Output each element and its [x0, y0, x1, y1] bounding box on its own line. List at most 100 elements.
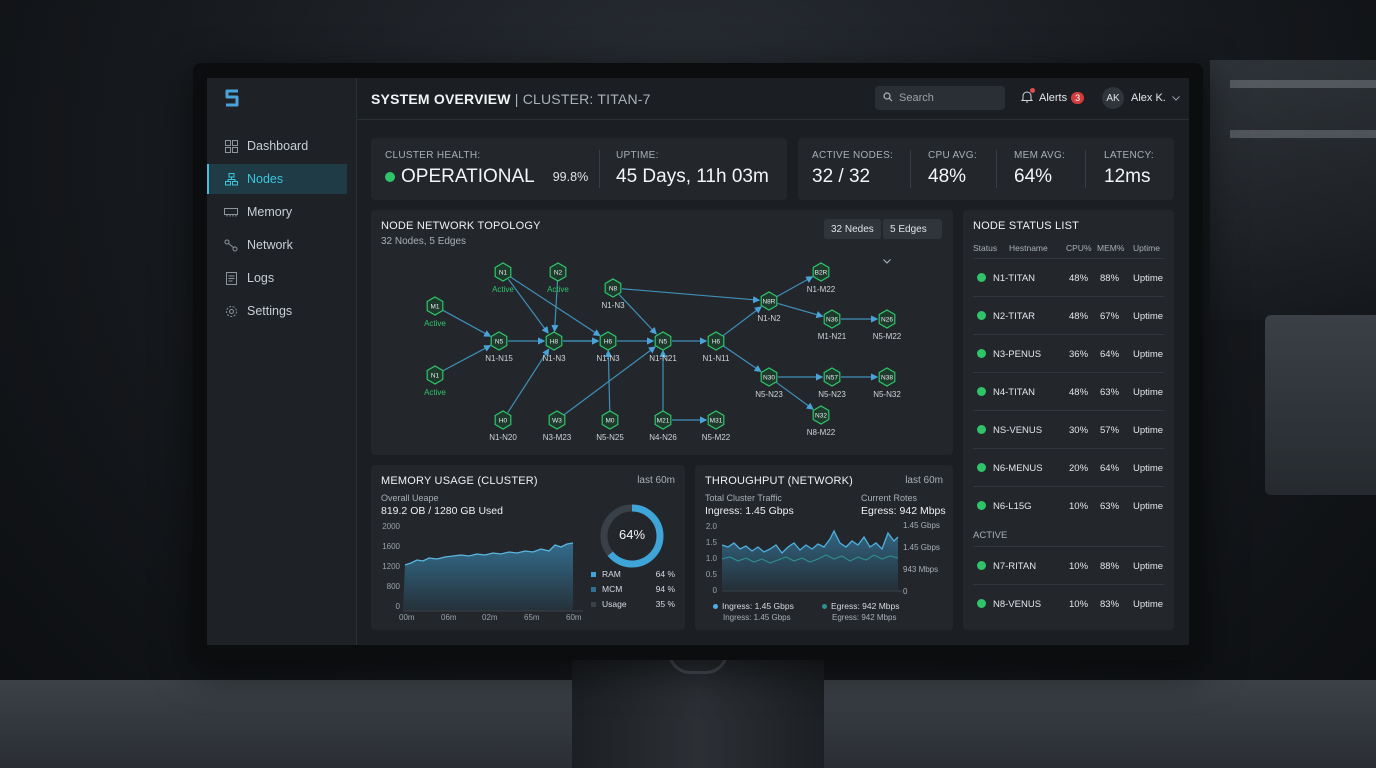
status-dot: [977, 599, 986, 608]
y-tick: 2000: [382, 522, 400, 531]
topology-node[interactable]: N5 N1-N21: [649, 331, 677, 363]
memory-range[interactable]: last 60m: [637, 475, 675, 486]
legend-swatch: [713, 604, 718, 609]
sidebar-item-settings[interactable]: Settings: [207, 296, 357, 326]
uptime-cell: Uptime: [1133, 311, 1164, 322]
x-tick: 06m: [441, 613, 457, 622]
topology-node[interactable]: H6 N1-N11: [703, 331, 731, 363]
cpu-cell: 48%: [1069, 311, 1089, 322]
topology-node[interactable]: M31 N5-M22: [702, 410, 731, 442]
app-logo-icon[interactable]: [223, 88, 243, 110]
table-row[interactable]: N1-TITAN 48% 88% Uptime: [973, 258, 1164, 296]
table-row[interactable]: N4-TITAN 48% 63% Uptime: [973, 372, 1164, 410]
table-row[interactable]: N2-TITAR 48% 67% Uptime: [973, 296, 1164, 334]
topology-node[interactable]: M0 N5-N25: [596, 410, 624, 442]
search-input[interactable]: Search: [875, 86, 1005, 110]
stat-divider: [996, 150, 997, 188]
background-monitor: [1265, 315, 1376, 495]
topology-node[interactable]: W3 N3-M23: [543, 410, 572, 442]
topology-subtitle: 32 Nodes, 5 Edges: [381, 236, 467, 247]
y-tick: 800: [386, 582, 400, 591]
node-label: N5-N25: [596, 433, 624, 442]
topology-node[interactable]: N1 Active: [492, 262, 514, 294]
alerts-button[interactable]: Alerts 3: [1020, 88, 1085, 106]
topology-node[interactable]: B2R N1-M22: [807, 262, 836, 294]
topology-node[interactable]: N57 N5-N23: [818, 367, 846, 399]
topology-node[interactable]: H8 N1-N3: [542, 331, 566, 363]
edges-filter-dropdown[interactable]: 5 Edges: [883, 219, 942, 264]
search-icon: [883, 91, 893, 105]
topology-edge: [775, 381, 814, 410]
hostname-cell: N2-TITAR: [993, 311, 1036, 322]
node-id: B2R: [815, 270, 828, 277]
table-row[interactable]: N6-L15G 10% 63% Uptime: [973, 486, 1164, 524]
sidebar-item-dashboard[interactable]: Dashboard: [207, 131, 357, 161]
legend-label: MCM: [602, 584, 623, 594]
topology-node[interactable]: N8 N1-N3: [601, 278, 625, 310]
page-title-text: SYSTEM OVERVIEW: [371, 91, 511, 107]
node-hex: [760, 367, 778, 387]
topology-graph[interactable]: N1ActiveN2ActiveM1ActiveN1ActiveN8N1-N3N…: [371, 250, 953, 455]
latency-label: LATENCY:: [1104, 150, 1155, 161]
topology-node[interactable]: N2 Active: [547, 262, 569, 294]
topology-node[interactable]: M1 Active: [424, 296, 446, 328]
node-label: N1-N11: [703, 354, 731, 363]
topology-node[interactable]: N30 N5-N23: [755, 367, 783, 399]
node-label: N8-M22: [807, 428, 836, 437]
topology-node[interactable]: N8R N1-N2: [757, 291, 781, 323]
node-hex: [549, 262, 567, 282]
table-row[interactable]: N7-RITAN 10% 88% Uptime: [973, 546, 1164, 584]
legend-ingress: Ingress: 1.45 Gbps: [713, 601, 794, 611]
nodes-filter-button[interactable]: 32 Nedes: [824, 219, 881, 239]
topology-node[interactable]: N38 N5-N32: [873, 367, 901, 399]
total-traffic-label: Total Cluster Traffic: [705, 493, 782, 503]
legend-egress-sub: Egress: 942 Mbps: [832, 613, 897, 622]
sidebar-item-nodes[interactable]: Nodes: [207, 164, 347, 194]
sidebar-item-memory[interactable]: Memory: [207, 197, 357, 227]
node-hex: [426, 296, 444, 316]
topology-node[interactable]: H0 N1-N20: [489, 410, 517, 442]
node-id: N8: [609, 286, 618, 293]
mem-cell: 88%: [1100, 273, 1120, 284]
status-dot: [977, 349, 986, 358]
mem-cell: 63%: [1100, 501, 1120, 512]
sidebar-item-network[interactable]: Network: [207, 230, 357, 260]
topology-node[interactable]: M21 N4-N26: [649, 410, 677, 442]
table-row[interactable]: N3-PENUS 36% 64% Uptime: [973, 334, 1164, 372]
user-menu[interactable]: AK Alex K.: [1102, 87, 1180, 109]
topology-node[interactable]: N32 N8-M22: [807, 405, 836, 437]
cpu-avg-label: CPU AVG:: [928, 150, 977, 161]
node-id: N1: [431, 373, 440, 380]
logs-icon: [224, 271, 238, 285]
node-hex: [707, 410, 725, 430]
user-name: Alex K.: [1131, 92, 1166, 104]
topology-node[interactable]: N36 M1-N21: [818, 309, 847, 341]
topology-edge: [621, 288, 761, 304]
node-hex: [494, 410, 512, 430]
column-header: Uptime: [1133, 243, 1160, 253]
topology-node[interactable]: N26 N5-M22: [873, 309, 902, 341]
y-tick: 1.0: [705, 554, 717, 563]
legend-swatch: [591, 572, 596, 578]
throughput-range[interactable]: last 60m: [905, 475, 943, 486]
topology-node[interactable]: N5 N1-N15: [485, 331, 513, 363]
uptime-cell: Uptime: [1133, 463, 1164, 474]
uptime-cell: Uptime: [1133, 273, 1164, 284]
sidebar-item-logs[interactable]: Logs: [207, 263, 357, 293]
cpu-cell: 10%: [1069, 599, 1089, 610]
table-row[interactable]: N8-VENUS 10% 83% Uptime: [973, 584, 1164, 622]
uptime-cell: Uptime: [1133, 387, 1164, 398]
topology-edge: [507, 278, 549, 334]
topology-node[interactable]: N1 Active: [424, 365, 446, 397]
cpu-cell: 48%: [1069, 273, 1089, 284]
table-row[interactable]: NS-VENUS 30% 57% Uptime: [973, 410, 1164, 448]
table-row[interactable]: N6-MENUS 20% 64% Uptime: [973, 448, 1164, 486]
hostname-cell: N7-RITAN: [993, 561, 1037, 572]
topology-node[interactable]: H6 N1-N3: [596, 331, 620, 363]
column-header: CPU%: [1066, 243, 1092, 253]
node-hex: [654, 331, 672, 351]
legend-ingress-sub: Ingress: 1.45 Gbps: [723, 613, 791, 622]
node-hex: [823, 309, 841, 329]
node-label: N5-N23: [818, 390, 846, 399]
node-id: M1: [430, 304, 439, 311]
